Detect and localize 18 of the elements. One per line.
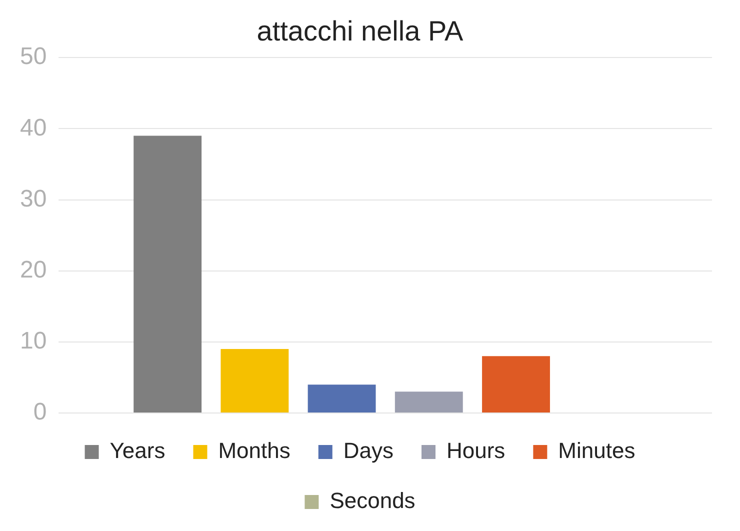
bar <box>394 392 463 412</box>
legend-label: Hours <box>446 438 506 464</box>
legend-label: Minutes <box>558 438 636 464</box>
y-tick-label: 30 <box>20 185 47 212</box>
legend-label: Years <box>110 438 166 464</box>
legend-label: Days <box>343 438 394 464</box>
y-tick-label: 10 <box>20 328 47 355</box>
y-tick-label: 0 <box>33 398 47 426</box>
bar <box>308 384 376 412</box>
y-tick-label: 50 <box>20 43 47 70</box>
y-tick-label: 20 <box>20 256 47 284</box>
y-tick-label: 40 <box>20 114 47 142</box>
bar <box>482 356 550 412</box>
chart-title: attacchi nella PA <box>256 16 464 47</box>
legend-label: Months <box>218 438 290 464</box>
bar <box>220 349 289 412</box>
legend-label: Seconds <box>330 488 416 514</box>
bar <box>134 136 202 412</box>
